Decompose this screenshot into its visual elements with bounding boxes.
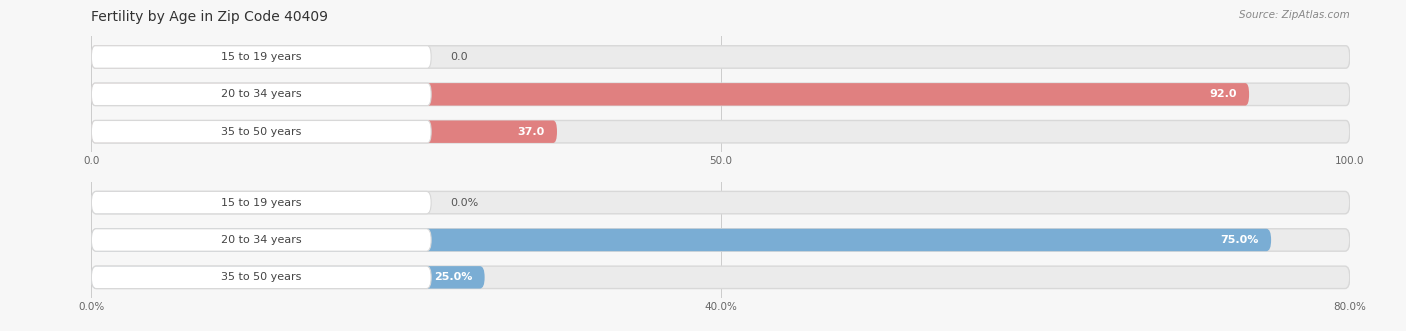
Text: 75.0%: 75.0% (1220, 235, 1258, 245)
Text: 25.0%: 25.0% (433, 272, 472, 282)
FancyBboxPatch shape (91, 191, 1350, 214)
FancyBboxPatch shape (91, 46, 1350, 68)
FancyBboxPatch shape (91, 46, 142, 68)
FancyBboxPatch shape (91, 46, 432, 68)
Text: 15 to 19 years: 15 to 19 years (221, 52, 301, 62)
FancyBboxPatch shape (91, 266, 1350, 289)
Text: 35 to 50 years: 35 to 50 years (221, 272, 301, 282)
FancyBboxPatch shape (91, 83, 432, 106)
FancyBboxPatch shape (91, 120, 557, 143)
FancyBboxPatch shape (91, 83, 1350, 106)
Text: 37.0: 37.0 (517, 127, 544, 137)
Text: 92.0: 92.0 (1209, 89, 1236, 99)
Text: 15 to 19 years: 15 to 19 years (221, 198, 301, 208)
FancyBboxPatch shape (91, 191, 432, 214)
FancyBboxPatch shape (91, 229, 432, 251)
Text: 20 to 34 years: 20 to 34 years (221, 89, 301, 99)
FancyBboxPatch shape (91, 191, 142, 214)
FancyBboxPatch shape (91, 266, 432, 289)
FancyBboxPatch shape (91, 229, 1271, 251)
FancyBboxPatch shape (91, 120, 1350, 143)
Text: Fertility by Age in Zip Code 40409: Fertility by Age in Zip Code 40409 (91, 10, 329, 24)
FancyBboxPatch shape (91, 229, 1350, 251)
FancyBboxPatch shape (91, 83, 1249, 106)
FancyBboxPatch shape (91, 120, 432, 143)
Text: Source: ZipAtlas.com: Source: ZipAtlas.com (1239, 10, 1350, 20)
Text: 0.0: 0.0 (450, 52, 468, 62)
Text: 20 to 34 years: 20 to 34 years (221, 235, 301, 245)
Text: 0.0%: 0.0% (450, 198, 478, 208)
Text: 35 to 50 years: 35 to 50 years (221, 127, 301, 137)
FancyBboxPatch shape (91, 266, 485, 289)
